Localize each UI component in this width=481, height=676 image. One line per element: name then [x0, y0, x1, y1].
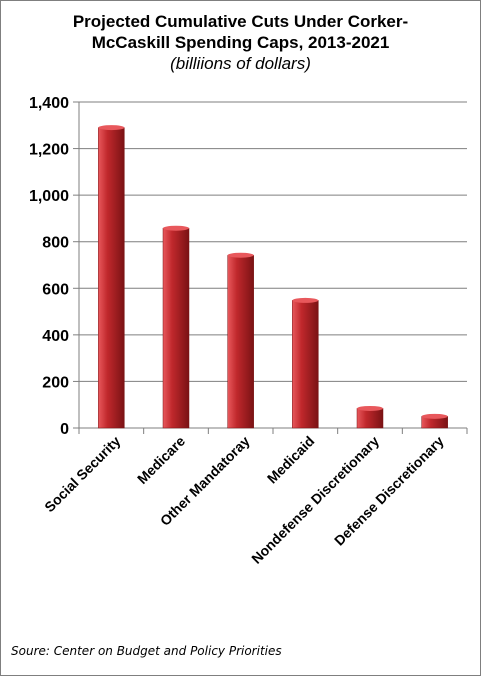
- x-tick-label: Defense Discretionary: [331, 433, 447, 549]
- y-tick-labels: 0 200 400 600 800 1,000 1,200 1,400: [29, 95, 69, 438]
- bar: [292, 300, 319, 429]
- bar-cap: [98, 125, 125, 131]
- y-tick-label: 1,400: [29, 95, 69, 112]
- bar: [162, 227, 190, 429]
- y-tick-label: 800: [42, 235, 69, 252]
- bar-cap: [357, 405, 383, 411]
- y-tick-label: 200: [42, 374, 69, 391]
- y-tick-label: 1,000: [29, 188, 69, 205]
- y-tick-label: 400: [42, 328, 69, 345]
- gridlines: [79, 101, 467, 382]
- x-tick-label: Nondefense Discretionary: [248, 433, 382, 567]
- chart-subtitle: (billiions of dollars): [170, 54, 311, 73]
- source-note: Soure: Center on Budget and Policy Prior…: [11, 644, 282, 658]
- y-tick-label: 0: [60, 421, 69, 438]
- bar: [356, 408, 384, 429]
- x-tick-label: Medicare: [134, 433, 188, 487]
- bar-cap: [292, 297, 319, 303]
- x-tick-label: Social Security: [41, 433, 123, 515]
- bar-cap: [163, 225, 189, 231]
- bars: [98, 125, 448, 429]
- chart-title-line-1: Projected Cumulative Cuts Under Corker-: [72, 12, 409, 31]
- bar-cap: [227, 252, 254, 258]
- bar: [98, 127, 125, 429]
- chart-title: Projected Cumulative Cuts Under Corker- …: [1, 11, 480, 53]
- bar: [227, 254, 254, 429]
- axes: [73, 101, 468, 434]
- x-tick-label: Medicaid: [264, 433, 318, 487]
- y-tick-label: 600: [42, 281, 69, 298]
- chart-title-line-2: McCaskill Spending Caps, 2013-2021: [91, 33, 390, 52]
- y-tick-label: 1,200: [29, 142, 69, 159]
- bar-cap: [421, 413, 448, 419]
